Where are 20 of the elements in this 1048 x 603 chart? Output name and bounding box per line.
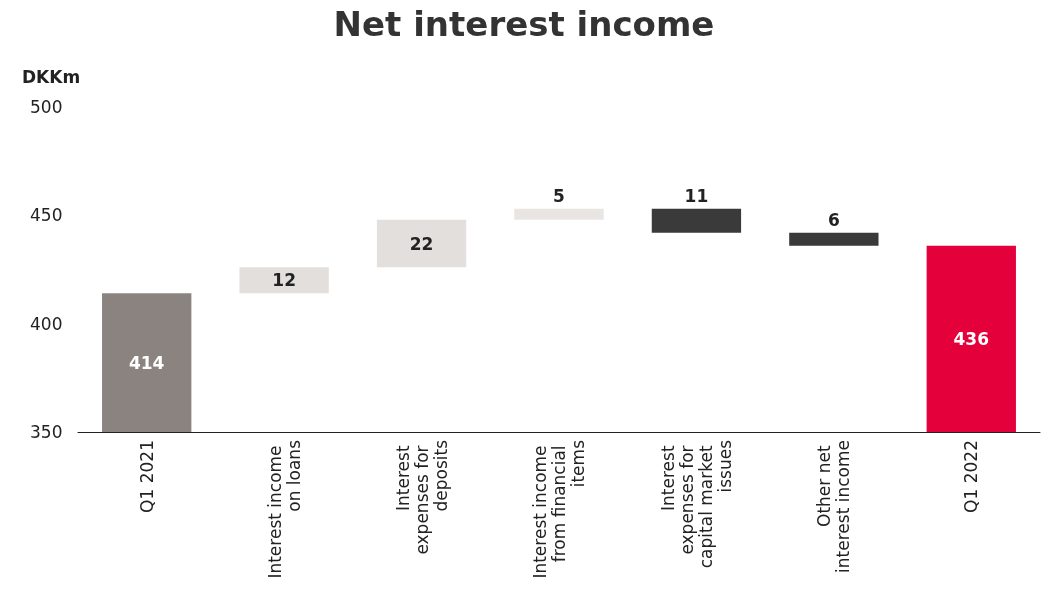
- x-tick-label: Q1 2022: [961, 440, 982, 513]
- x-tick-label: Other net interest income: [814, 440, 854, 573]
- y-tick-label: 400: [30, 313, 63, 334]
- data-label: 5: [553, 186, 565, 207]
- data-label: 11: [684, 186, 709, 207]
- x-tick-label: Interest income from financial items: [530, 439, 588, 579]
- data-label: 22: [409, 233, 434, 254]
- x-tick-label: Interest income on loans: [264, 439, 304, 579]
- y-tick-label: 350: [30, 422, 63, 442]
- x-tick-label: Interest expenses for capital market issues: [657, 439, 735, 569]
- chart-title: Net interest income: [333, 4, 715, 44]
- data-label: 6: [827, 210, 840, 231]
- y-tick-label: 450: [30, 205, 63, 226]
- y-axis-title: DKKm: [22, 66, 81, 87]
- y-tick-label: 500: [30, 97, 63, 117]
- x-tick-label: Q1 2021: [136, 440, 157, 513]
- data-label: 414: [128, 352, 165, 373]
- x-tick-label: Interest expenses for deposits: [392, 439, 451, 555]
- data-label: 12: [272, 270, 296, 291]
- data-label: 436: [953, 328, 990, 349]
